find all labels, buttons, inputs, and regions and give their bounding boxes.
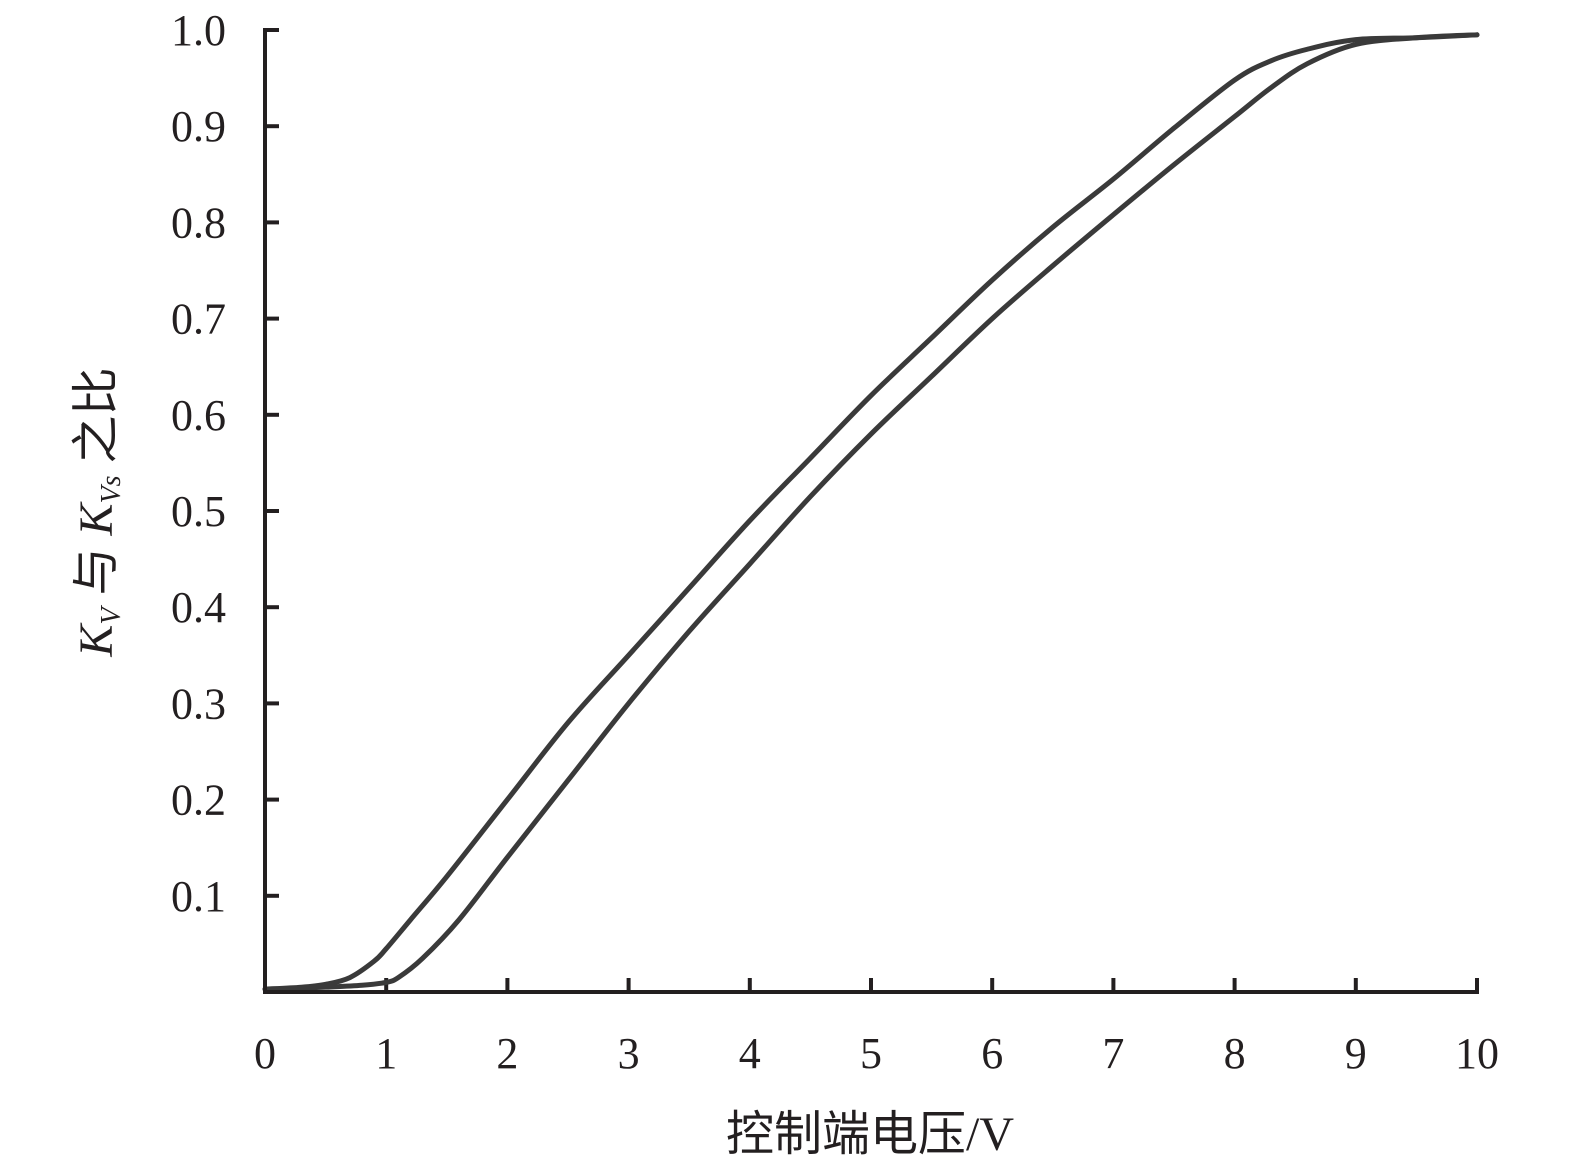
x-tick-label: 8 — [1224, 1029, 1246, 1078]
y-tick-label: 0.7 — [171, 295, 226, 344]
x-tick-label: 1 — [375, 1029, 397, 1078]
x-tick-label: 2 — [496, 1029, 518, 1078]
x-tick-label: 7 — [1102, 1029, 1124, 1078]
y-label-middle: 与 — [70, 535, 123, 607]
y-tick-label: 0.5 — [171, 487, 226, 536]
x-tick-label: 4 — [739, 1029, 761, 1078]
y-tick-label: 0.3 — [171, 679, 226, 728]
y-axis-label: KV 与 KVs 之比 — [70, 367, 127, 657]
curves-layer — [262, 32, 1480, 992]
y-label-end: 之比 — [70, 367, 123, 475]
y-label-k2: K — [70, 500, 123, 536]
y-label-sub2: Vs — [96, 475, 127, 503]
y-tick-label: 1.0 — [171, 6, 226, 55]
y-tick-label: 0.8 — [171, 198, 226, 247]
y-tick-label: 0.9 — [171, 102, 226, 151]
y-tick-label: 0.6 — [171, 391, 226, 440]
series-line-1 — [262, 32, 1480, 992]
x-tick-label: 3 — [618, 1029, 640, 1078]
y-label-sub1: V — [96, 605, 127, 625]
series-line-2 — [262, 32, 1480, 992]
x-tick-label: 5 — [860, 1029, 882, 1078]
x-tick-label: 6 — [981, 1029, 1003, 1078]
y-label-k1: K — [70, 622, 123, 658]
y-tick-label: 0.2 — [171, 776, 226, 825]
y-tick-label: 0.4 — [171, 583, 226, 632]
y-tick-label: 0.1 — [171, 872, 226, 921]
ticks-layer: 0.1 0.2 0.3 0.4 0.5 0.6 0.7 0.8 0.9 1.0 0 1 2 3 4 5 6 7 8 9… — [171, 6, 1499, 1078]
x-tick-label: 10 — [1455, 1029, 1499, 1078]
x-tick-label: 0 — [254, 1029, 276, 1078]
x-axis-label: 控制端电压/V — [726, 1108, 1014, 1161]
x-tick-label: 9 — [1345, 1029, 1367, 1078]
